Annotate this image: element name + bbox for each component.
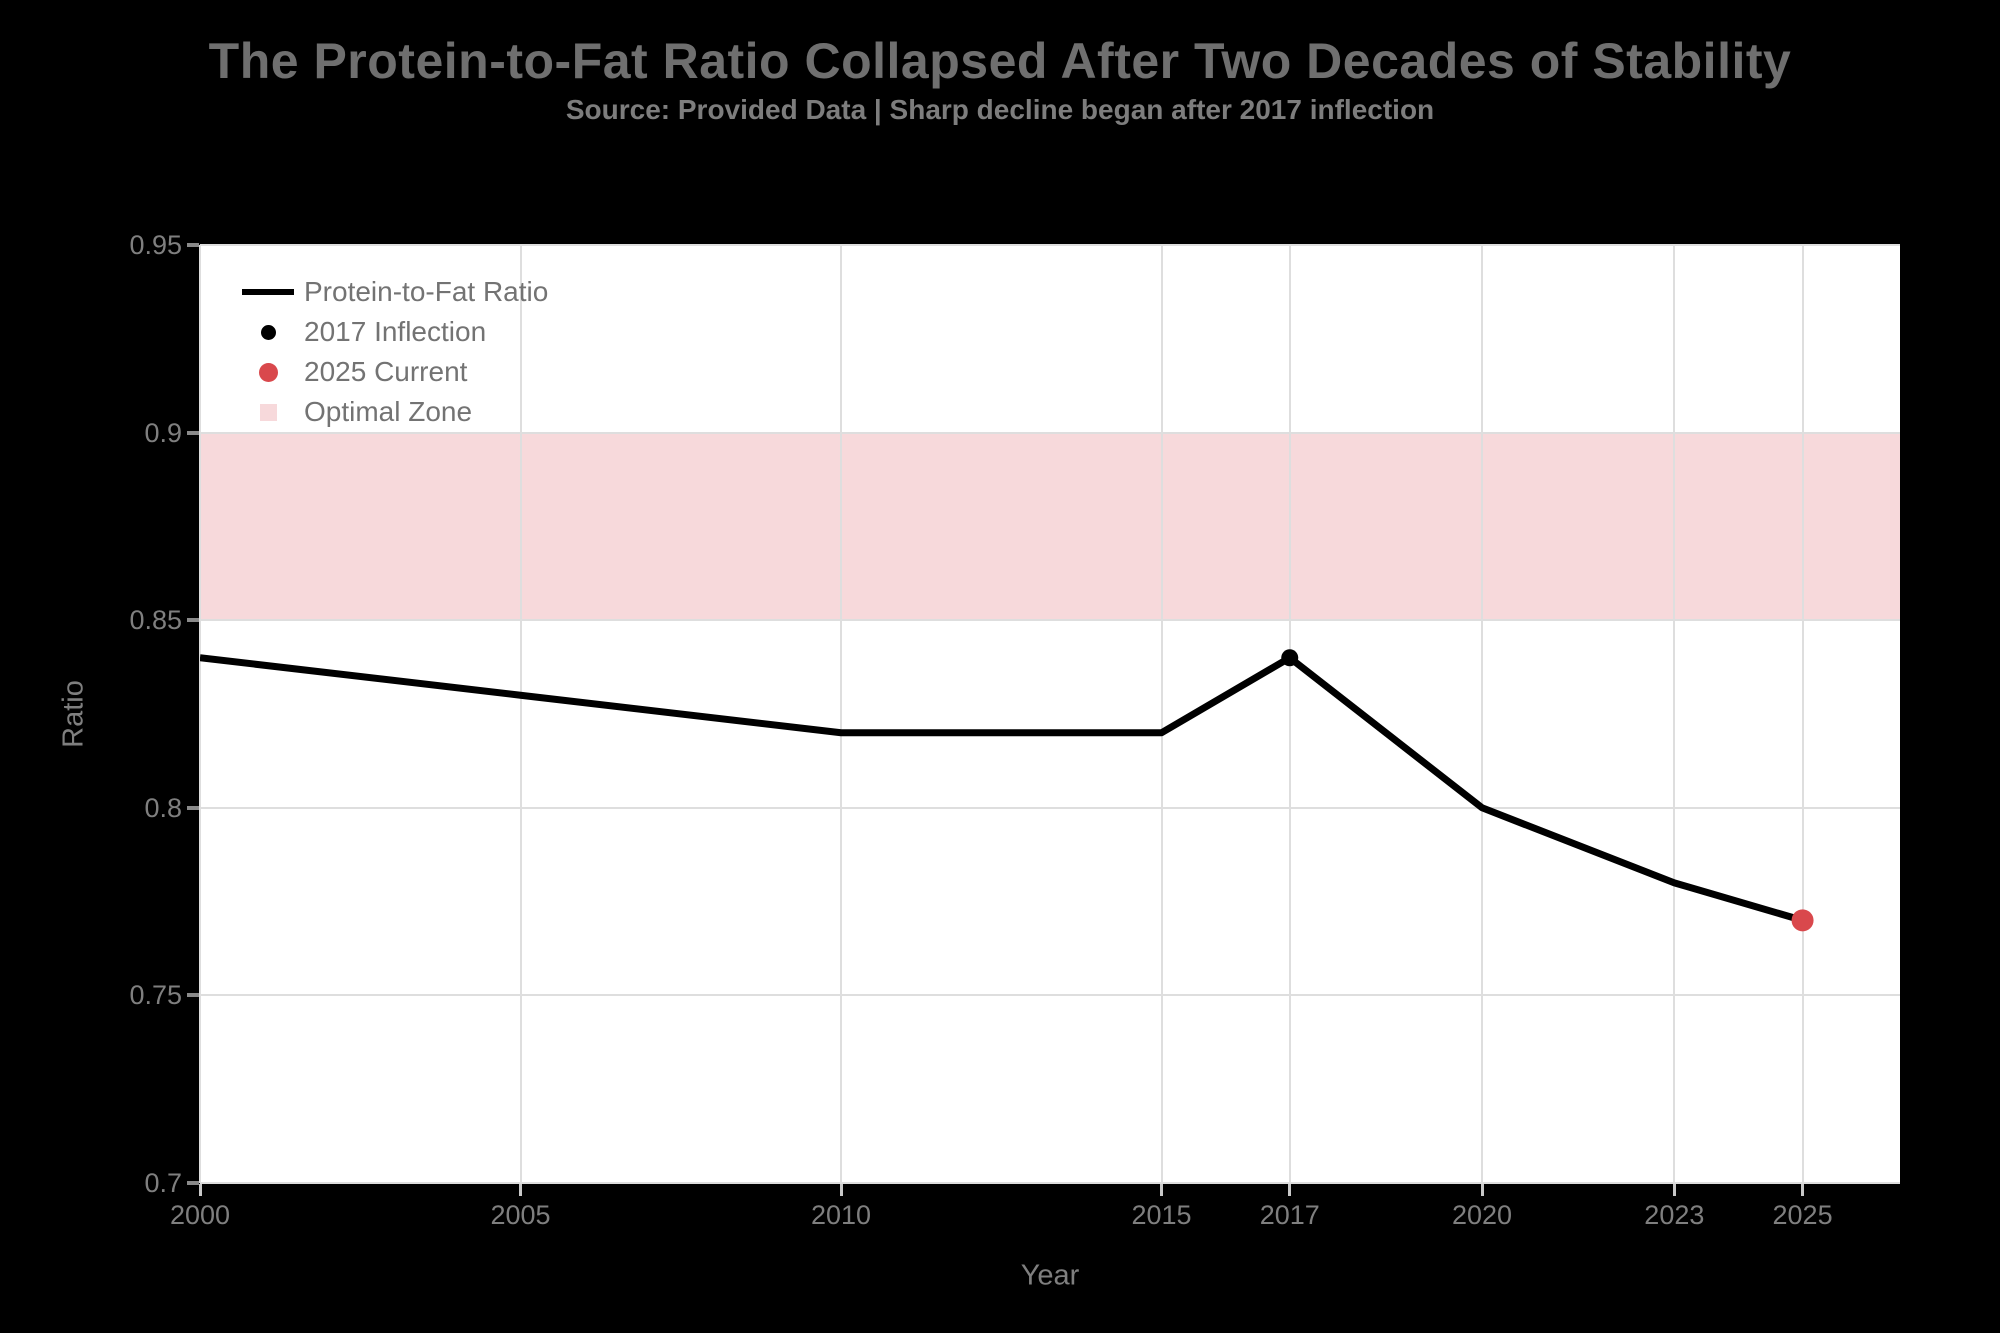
line-swatch-shape (242, 289, 294, 295)
gridline-horizontal (200, 806, 1900, 809)
gridline-vertical (1673, 245, 1676, 1183)
gridline-vertical (199, 245, 201, 1183)
legend-item-2017-inflection: 2017 Inflection (242, 312, 548, 352)
marker-2017-inflection (1281, 649, 1299, 667)
y-tick-mark (187, 1181, 199, 1185)
x-tick-label: 2005 (490, 1200, 551, 1230)
legend-label: 2017 Inflection (304, 316, 487, 347)
y-tick-label: 0.85 (129, 605, 182, 636)
x-tick-mark (1288, 1184, 1292, 1196)
x-tick-mark (1160, 1184, 1164, 1196)
gridline-vertical (840, 245, 843, 1183)
legend-square-swatch (242, 403, 294, 421)
x-tick-label: 2020 (1452, 1200, 1513, 1230)
dot-swatch-shape (260, 324, 276, 340)
legend-label: Optimal Zone (304, 396, 473, 427)
square-swatch-shape (259, 403, 277, 421)
chart-title: The Protein-to-Fat Ratio Collapsed After… (208, 33, 1792, 89)
y-tick-label: 0.95 (129, 230, 182, 260)
y-tick-label: 0.9 (144, 417, 182, 448)
x-tick-mark (1801, 1184, 1805, 1196)
gridline-vertical (1288, 245, 1291, 1183)
legend-item-protein-to-fat-ratio: Protein-to-Fat Ratio (242, 272, 548, 312)
legend-line-swatch (242, 289, 294, 295)
gridline-horizontal (200, 1182, 1900, 1184)
legend-label: Protein-to-Fat Ratio (304, 276, 549, 307)
plot-area: Protein-to-Fat Ratio 2017 Inflection 2025 … (199, 244, 1900, 1184)
x-tick-label: 2025 (1772, 1200, 1833, 1230)
legend-item-optimal-zone: Optimal Zone (242, 392, 548, 432)
chart-subtitle: Source: Provided Data | Sharp decline be… (565, 94, 1435, 125)
gridline-horizontal (200, 244, 1900, 246)
series-line-protein-to-fat-ratio (200, 654, 1804, 924)
x-tick-mark (839, 1184, 843, 1196)
legend-label: 2025 Current (304, 356, 468, 387)
gridline-horizontal (200, 431, 1900, 434)
x-tick-mark (198, 1184, 202, 1196)
y-tick-label: 0.75 (129, 980, 182, 1011)
legend-item-2025-current: 2025 Current (242, 352, 548, 392)
x-tick-label: 2015 (1131, 1200, 1192, 1230)
x-tick-label: 2010 (810, 1200, 872, 1230)
x-tick-mark (1672, 1184, 1676, 1196)
y-tick-mark (187, 805, 199, 810)
series-layer (200, 649, 1814, 932)
y-tick-mark (187, 243, 199, 247)
gridline-vertical (1481, 245, 1484, 1183)
marker-2025-current (1791, 909, 1814, 932)
gridline-vertical (1801, 245, 1804, 1183)
y-tick-label: 0.8 (144, 792, 182, 823)
legend-dot-swatch (242, 362, 294, 382)
y-tick-mark (187, 430, 199, 435)
gridline-horizontal (200, 619, 1900, 622)
y-axis-label: Ratio (57, 680, 90, 748)
dot-swatch-shape (258, 362, 278, 382)
optimal-zone-band (200, 432, 1900, 621)
legend: Protein-to-Fat Ratio 2017 Inflection 2025 … (242, 272, 548, 432)
x-tick-mark (519, 1184, 522, 1196)
gridline-horizontal (200, 994, 1900, 997)
y-tick-mark (187, 618, 199, 623)
x-tick-label: 2023 (1644, 1200, 1705, 1230)
x-tick-mark (1480, 1184, 1484, 1196)
x-axis-label: Year (1020, 1259, 1080, 1292)
x-tick-label: 2017 (1259, 1200, 1320, 1230)
gridline-vertical (519, 245, 522, 1183)
x-tick-label: 2000 (169, 1200, 231, 1230)
gridline-vertical (1160, 245, 1163, 1183)
y-tick-label: 0.7 (144, 1168, 182, 1198)
y-tick-mark (187, 993, 199, 998)
legend-dot-swatch (242, 324, 294, 340)
